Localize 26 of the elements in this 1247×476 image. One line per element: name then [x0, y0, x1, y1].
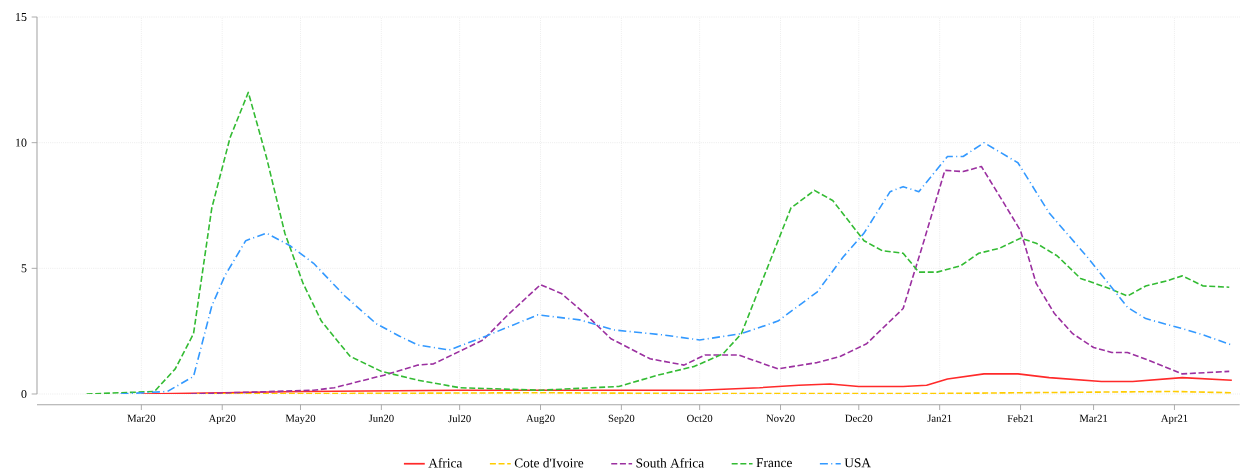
x-tick-label: Dec20 — [845, 414, 873, 422]
x-tick-label: Mar20 — [127, 414, 156, 422]
x-tick-label: Jun20 — [368, 414, 394, 422]
x-tick-label: Feb21 — [1007, 414, 1034, 423]
legend-label: France — [756, 458, 792, 468]
y-tick-label: 0 — [21, 389, 27, 399]
x-tick-label: Jan21 — [927, 414, 952, 422]
x-tick-label: Apr21 — [1160, 414, 1188, 425]
x-tick-label: Oct20 — [687, 414, 713, 422]
legend-label: South Africa — [636, 458, 704, 468]
legend-label: Cote d'Ivoire — [514, 458, 584, 468]
x-tick-label: Sep20 — [608, 414, 635, 425]
x-tick-label: Apr20 — [208, 414, 236, 425]
y-tick-label: 15 — [16, 12, 27, 22]
y-tick-label: 10 — [16, 138, 27, 147]
line-series — [119, 141, 1233, 394]
legend-label: Africa — [428, 458, 463, 468]
x-tick-label: Mar21 — [1079, 414, 1108, 422]
y-tick-label: 5 — [21, 264, 27, 273]
line-series — [85, 91, 1231, 394]
x-tick-label: Jul20 — [448, 414, 471, 423]
line-series — [190, 165, 1231, 394]
x-tick-label: Nov20 — [766, 414, 795, 422]
legend-label: USA — [844, 458, 871, 468]
x-tick-label: May20 — [285, 414, 316, 425]
x-tick-label: Aug20 — [526, 414, 555, 425]
